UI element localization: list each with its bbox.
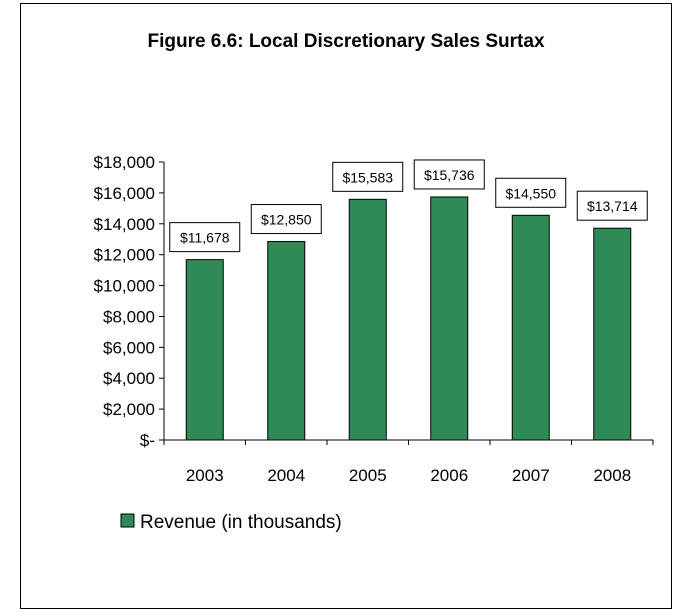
bar	[430, 196, 469, 441]
legend: Revenue (in thousands)	[120, 512, 342, 533]
data-label-box	[576, 190, 648, 221]
data-label: $12,850	[261, 212, 312, 228]
y-tick-label: $12,000	[94, 246, 155, 265]
data-label-box	[169, 222, 241, 253]
chart-frame	[20, 3, 672, 609]
bar	[593, 227, 632, 441]
bar	[267, 241, 306, 441]
bars	[185, 196, 632, 441]
data-label-box	[495, 177, 567, 208]
x-tick-label: 2004	[267, 466, 305, 485]
x-tick-label: 2005	[349, 466, 387, 485]
y-tick-label: $16,000	[94, 184, 155, 203]
data-label-box	[413, 159, 485, 190]
y-tick-label: $18,000	[94, 153, 155, 172]
data-label: $15,583	[342, 169, 393, 185]
chart-title: Figure 6.6: Local Discretionary Sales Su…	[147, 31, 545, 52]
y-tick-label: $10,000	[94, 277, 155, 296]
x-axis: 2003 2004 2005 2006 2007 2008	[163, 440, 654, 485]
y-tick-label: $2,000	[103, 400, 155, 419]
x-tick-label: 2006	[430, 466, 468, 485]
legend-swatch	[120, 513, 135, 528]
x-tick-label: 2003	[186, 466, 224, 485]
y-tick-label: $4,000	[103, 369, 155, 388]
data-labels: $11,678 $12,850 $15,583 $15,736 $14,550 $13,7…	[169, 159, 648, 253]
x-tick-label: 2007	[512, 466, 550, 485]
y-tick-label: $6,000	[103, 338, 155, 357]
bar	[511, 214, 550, 441]
legend-label: Revenue (in thousands)	[140, 512, 342, 533]
data-label: $11,678	[180, 230, 230, 246]
data-label: $15,736	[424, 167, 475, 183]
y-tick-label: $8,000	[103, 307, 155, 326]
data-label: $13,714	[587, 198, 638, 214]
bar	[185, 259, 224, 441]
y-tick-label: $-	[140, 431, 155, 450]
data-label-box	[332, 161, 404, 192]
data-label-box	[250, 204, 322, 235]
x-tick-label: 2008	[593, 466, 631, 485]
axes	[163, 162, 653, 441]
y-axis: $- $2,000 $4,000 $6,000 $8,000 $10,000 $12,000…	[94, 153, 164, 450]
bar	[348, 198, 387, 441]
data-label: $14,550	[505, 185, 556, 201]
y-tick-label: $14,000	[94, 215, 155, 234]
